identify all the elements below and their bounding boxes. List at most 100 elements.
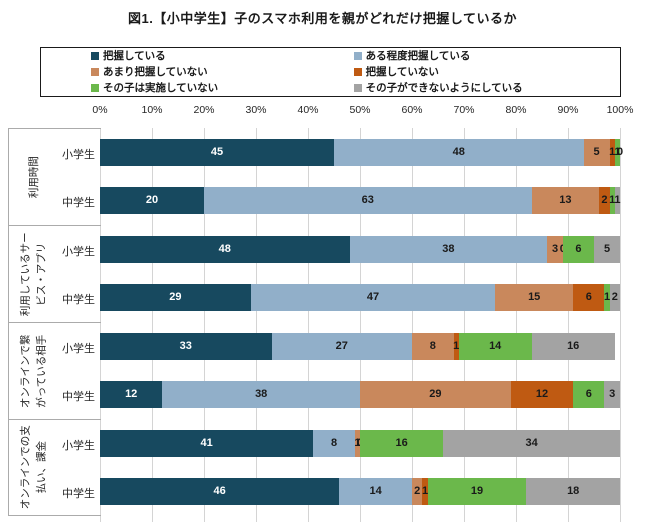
legend: 把握している ある程度把握している あまり把握していない 把握していない その子は実施し… <box>40 47 621 97</box>
bar-value-label: 0 <box>616 145 624 158</box>
axis-tick-label: 20% <box>193 104 215 116</box>
row-label: 小学生 <box>62 245 95 258</box>
bar-value-label: 2 <box>414 485 421 498</box>
bar-value-label: 45 <box>210 145 224 158</box>
bar-value-label: 1 <box>603 291 611 304</box>
group-label-zone: 利用しているサー ビス・アプリ <box>9 226 59 322</box>
bar-value-label: 1 <box>609 194 616 207</box>
axis-tick-label: 80% <box>505 104 527 116</box>
legend-item-label: 把握していない <box>365 66 439 78</box>
legend-item: その子は実施していない <box>41 81 354 95</box>
legend-item-label: その子は実施していない <box>103 82 219 94</box>
axis-tick-label: 100% <box>606 104 634 116</box>
bar-segment <box>354 429 360 457</box>
bar-segment <box>412 478 423 506</box>
bar-segment <box>531 332 615 360</box>
axis-tick-label: 40% <box>297 104 319 116</box>
bar-row: 12 38 29 12 6 3 <box>100 381 620 409</box>
bar-segment <box>609 187 615 215</box>
grid-line <box>256 128 257 522</box>
bar-value-label: 1 <box>614 194 621 207</box>
bar-segment <box>443 429 620 457</box>
group-cell: オンラインで繋 がっている相手 小学生 中学生 <box>9 322 101 419</box>
bar-value-label: 48 <box>218 242 231 255</box>
bar-value-label: 13 <box>559 194 572 207</box>
row-label: 中学生 <box>62 294 95 307</box>
bar-segment <box>526 478 620 506</box>
bar-segment <box>360 429 444 457</box>
bar-value-label: 2 <box>601 194 608 207</box>
group-cell: 利用しているサー ビス・アプリ 小学生中学生 <box>9 225 101 322</box>
bar-segment <box>583 138 610 166</box>
axis-tick-label: 70% <box>453 104 475 116</box>
bar-value-label: 1 <box>453 339 460 352</box>
legend-swatch-icon <box>353 68 362 76</box>
bar-value-label: 1 <box>421 485 429 498</box>
legend-swatch-icon <box>91 52 99 60</box>
bar-segment <box>594 235 620 263</box>
bar-value-label: 6 <box>585 388 592 401</box>
group-label: オンラインで繋 がっている相手 <box>19 334 48 408</box>
group-cell: オンラインでの支 払い、課金 小学生 中学生 <box>9 419 101 516</box>
legend-item: 把握している <box>41 49 354 63</box>
legend-item: ある程度把握している <box>353 49 620 63</box>
bar-value-label: 1 <box>354 436 361 449</box>
bar-segment <box>412 332 454 360</box>
grid-line <box>152 128 153 522</box>
bar-segment <box>604 381 620 409</box>
bar-value-label: 38 <box>255 388 268 401</box>
grid-line <box>568 128 569 522</box>
bar-row: 46 14 2 1 19 18 <box>100 478 620 506</box>
bar-segment <box>573 381 605 409</box>
bar-segment <box>100 381 163 409</box>
bar-value-label: 1 <box>609 145 616 158</box>
bar-value-label: 38 <box>442 242 455 255</box>
bar-segment <box>339 478 412 506</box>
grid-line <box>100 128 101 522</box>
bar-row: 45 48 5 1 1 0 <box>100 138 624 166</box>
legend-item-label: その子ができないようにしている <box>365 82 523 94</box>
bar-row: 418101634 <box>100 429 620 457</box>
bar-segment <box>100 284 251 312</box>
bar-value-label: 41 <box>200 436 213 449</box>
row-label: 中学生 <box>62 197 95 210</box>
bar-segment <box>100 429 314 457</box>
bar-segment <box>562 235 594 263</box>
bar-segment <box>614 138 620 166</box>
bar-segment <box>313 429 355 457</box>
legend-swatch-icon <box>91 84 99 92</box>
bar-value-label: 15 <box>528 291 541 304</box>
bar-value-label: 63 <box>361 194 374 207</box>
bar-segment <box>604 284 610 312</box>
bar-value-label: 33 <box>179 339 192 352</box>
bar-value-label: 8 <box>429 339 436 352</box>
bar-value-label: 2 <box>611 291 618 304</box>
grid-line <box>464 128 465 522</box>
legend-item: 把握していない <box>353 65 620 79</box>
bar-value-label: 46 <box>213 485 226 498</box>
bar-segment <box>614 187 620 215</box>
bar-value-label: 18 <box>567 485 580 498</box>
bar-row: 29 47 15 6 1 2 <box>100 284 620 312</box>
bar-value-label: 3 <box>609 388 616 401</box>
bar-segment <box>250 284 496 312</box>
bar-value-label: 19 <box>470 485 484 498</box>
grid-line <box>360 128 361 522</box>
bar-value-label: 48 <box>452 145 465 158</box>
bar-value-label: 6 <box>575 242 582 255</box>
bar-segment <box>531 187 600 215</box>
bar-segment <box>271 332 412 360</box>
group-label: 利用しているサー ビス・アプリ <box>19 232 48 316</box>
bar-value-label: 47 <box>366 291 380 304</box>
bar-segment <box>609 138 615 166</box>
group-label: 利用時間 <box>27 155 40 198</box>
bar-segment <box>427 478 527 506</box>
legend-swatch-icon <box>353 84 362 92</box>
bar-value-label: 14 <box>369 485 382 498</box>
bar-segment <box>100 187 204 215</box>
bar-segment <box>599 187 610 215</box>
bar-segment <box>349 235 548 263</box>
axis-tick-label: 50% <box>349 104 371 116</box>
axis-tick-label: 0% <box>92 104 108 116</box>
